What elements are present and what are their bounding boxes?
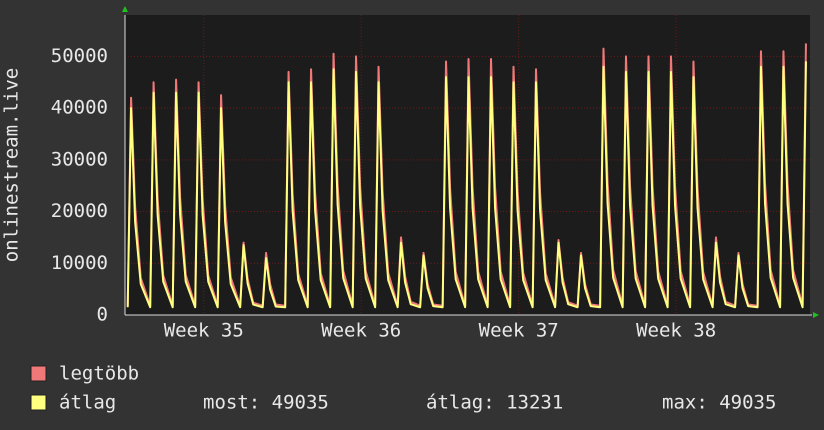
legend-stat: most: 49035 <box>203 392 329 414</box>
legend-label: átlag <box>59 392 116 414</box>
legend-swatch <box>30 394 47 411</box>
y-tick-label: 30000 <box>51 148 108 170</box>
x-tick-label: Week 37 <box>479 320 559 342</box>
y-tick-label: 10000 <box>51 252 108 274</box>
y-tick-label: 40000 <box>51 97 108 119</box>
legend-stat: átlag: 13231 <box>426 392 563 414</box>
y-tick-label: 50000 <box>51 45 108 67</box>
axis-arrow <box>122 6 128 12</box>
x-tick-label: Week 36 <box>321 320 401 342</box>
series-line <box>126 61 807 309</box>
x-tick-label: Week 38 <box>636 320 716 342</box>
legend-swatch <box>30 365 47 382</box>
legend-label: legtöbb <box>59 363 139 385</box>
x-tick-label: Week 35 <box>164 320 244 342</box>
axis-arrow <box>813 312 819 318</box>
y-tick-label: 0 <box>97 304 108 326</box>
y-axis-label: onlinestream.live <box>1 68 23 262</box>
legend-stat: max: 49035 <box>662 392 776 414</box>
y-tick-label: 20000 <box>51 200 108 222</box>
